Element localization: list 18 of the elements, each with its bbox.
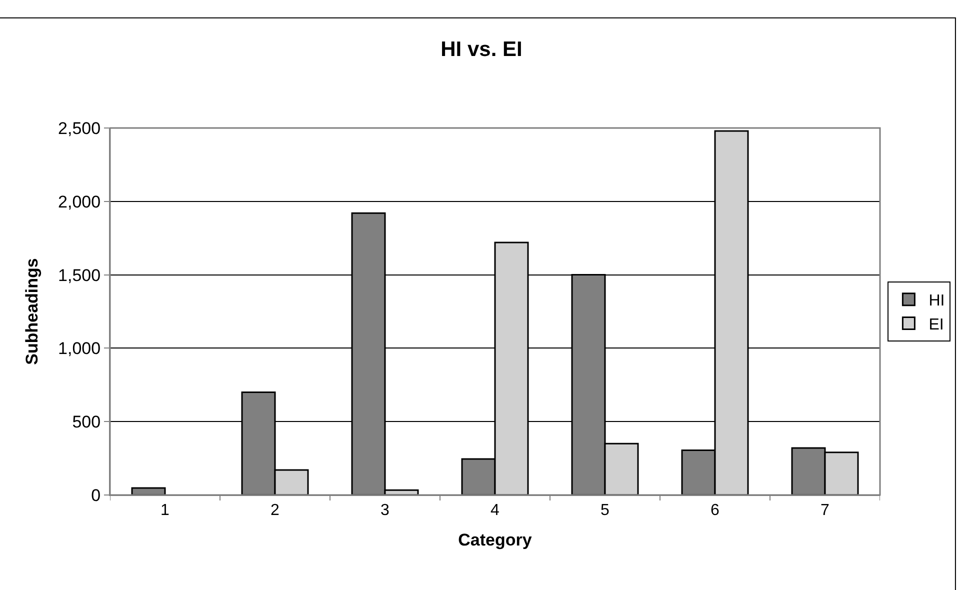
x-tick-label: 3 <box>380 502 390 520</box>
x-tick-label: 6 <box>710 502 720 520</box>
y-axis-title: Subheadings <box>22 258 42 365</box>
y-tick-label: 1,500 <box>58 266 101 285</box>
x-tick-label: 5 <box>600 502 610 520</box>
x-tick-label: 7 <box>820 502 830 520</box>
legend-label: EI <box>928 316 944 334</box>
y-tick-label: 500 <box>72 412 101 432</box>
x-tick-label: 4 <box>490 502 500 520</box>
x-axis-title: Category <box>458 530 532 550</box>
x-tick-label: 2 <box>270 502 280 520</box>
y-tick-label: 1,000 <box>58 339 101 358</box>
chart-title: HI vs. EI <box>440 38 522 61</box>
y-tick-label: 0 <box>91 486 101 505</box>
legend-label: HI <box>928 292 945 310</box>
y-tick-label: 2,000 <box>58 192 101 212</box>
x-tick-label: 1 <box>160 502 170 520</box>
y-tick-label: 2,500 <box>58 118 101 138</box>
